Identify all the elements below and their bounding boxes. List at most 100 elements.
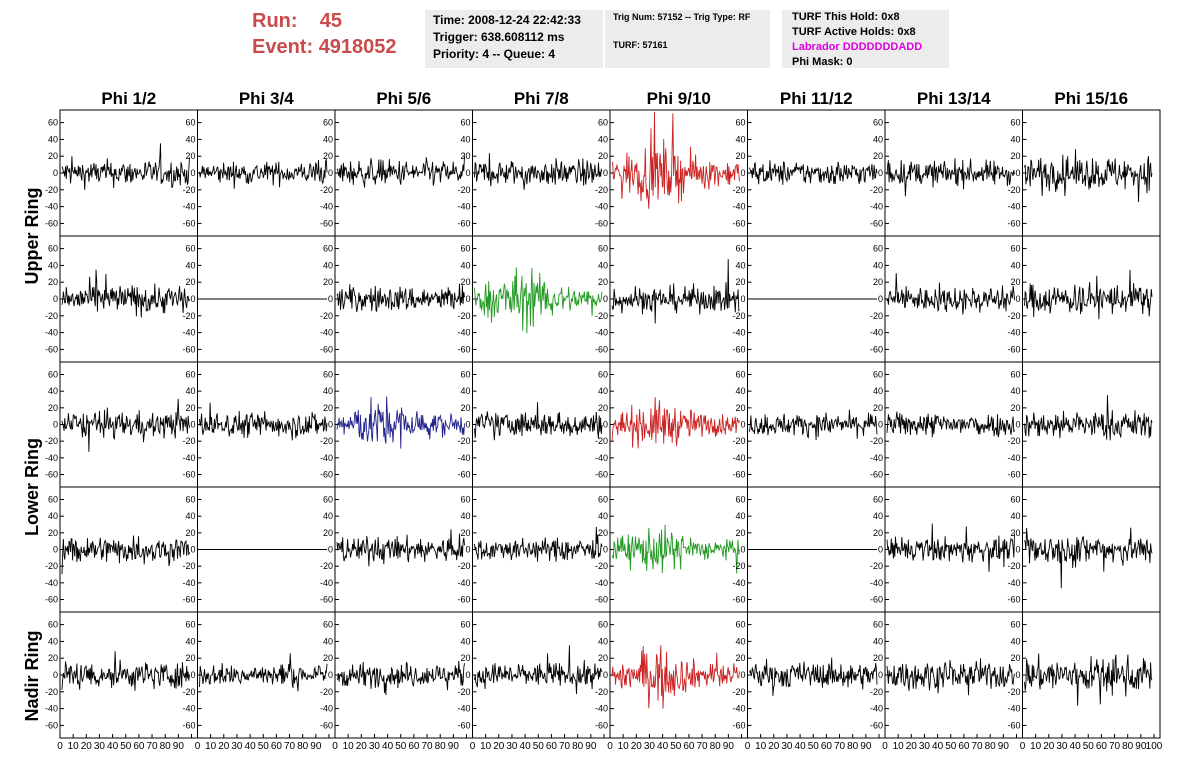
y-tick-label: 60 <box>873 118 883 128</box>
x-tick-label: 40 <box>795 741 807 752</box>
y-tick-label: -40 <box>595 578 608 588</box>
y-tick-label: -40 <box>457 578 470 588</box>
x-tick-label: 0 <box>882 741 888 752</box>
y-tick-label: -20 <box>732 561 745 571</box>
y-tick-label: -60 <box>45 344 58 354</box>
y-tick-label: 60 <box>48 370 58 380</box>
y-tick-label: 60 <box>735 620 745 630</box>
y-tick-label: 40 <box>185 260 195 270</box>
y-tick-label: -40 <box>870 704 883 714</box>
waveform-trace <box>61 269 190 318</box>
y-tick-label: 0 <box>53 294 58 304</box>
ring-label: Lower Ring <box>22 438 42 536</box>
y-tick-label: -40 <box>732 328 745 338</box>
y-tick-label: 20 <box>185 277 195 287</box>
y-tick-label: 60 <box>735 370 745 380</box>
waveform-trace <box>61 651 190 691</box>
y-tick-label: -20 <box>182 185 195 195</box>
y-tick-label: 20 <box>735 151 745 161</box>
y-tick-label: -20 <box>320 185 333 195</box>
y-tick-label: 60 <box>185 495 195 505</box>
y-tick-label: -60 <box>320 218 333 228</box>
y-tick-label: 60 <box>323 495 333 505</box>
y-tick-label: -20 <box>320 561 333 571</box>
x-tick-label: 20 <box>1043 741 1055 752</box>
y-tick-label: 40 <box>185 636 195 646</box>
waveform-trace <box>611 111 740 209</box>
waveform-trace <box>336 155 465 188</box>
y-tick-label: -60 <box>1007 470 1020 480</box>
y-tick-label: 20 <box>185 528 195 538</box>
y-tick-label: -40 <box>457 328 470 338</box>
y-tick-label: 20 <box>460 528 470 538</box>
x-tick-label: 90 <box>860 741 872 752</box>
waveform-trace <box>336 529 465 567</box>
y-tick-label: 20 <box>460 403 470 413</box>
x-tick-label: 40 <box>657 741 669 752</box>
y-tick-label: 20 <box>48 403 58 413</box>
x-tick-label: 50 <box>1083 741 1095 752</box>
x-tick-label: 30 <box>231 741 243 752</box>
y-tick-label: -20 <box>870 185 883 195</box>
y-tick-label: -60 <box>870 720 883 730</box>
y-tick-label: -40 <box>320 202 333 212</box>
x-tick-label: 60 <box>271 741 283 752</box>
x-tick-label: 70 <box>146 741 158 752</box>
y-tick-label: 0 <box>603 545 608 555</box>
y-tick-label: 40 <box>323 636 333 646</box>
y-tick-label: 40 <box>460 636 470 646</box>
y-tick-label: 20 <box>598 277 608 287</box>
waveform-trace <box>886 658 1015 696</box>
y-tick-label: -20 <box>182 436 195 446</box>
y-tick-label: 0 <box>740 420 745 430</box>
x-tick-label: 100 <box>1146 741 1163 752</box>
y-tick-label: 60 <box>323 370 333 380</box>
x-tick-label: 30 <box>369 741 381 752</box>
y-tick-label: 60 <box>735 495 745 505</box>
y-tick-label: -40 <box>1007 328 1020 338</box>
y-tick-label: 20 <box>323 277 333 287</box>
y-tick-label: -60 <box>182 720 195 730</box>
y-tick-label: -20 <box>595 561 608 571</box>
waveform-trace <box>336 660 465 696</box>
y-tick-label: 0 <box>190 545 195 555</box>
column-title: Phi 13/14 <box>917 89 991 108</box>
y-tick-label: 40 <box>873 636 883 646</box>
y-tick-label: 0 <box>1015 294 1020 304</box>
y-tick-label: 20 <box>873 403 883 413</box>
y-tick-label: 40 <box>1010 511 1020 521</box>
waveform-trace <box>336 283 465 313</box>
x-tick-label: 70 <box>284 741 296 752</box>
y-tick-label: -40 <box>595 328 608 338</box>
y-tick-label: -20 <box>45 687 58 697</box>
y-tick-label: -40 <box>457 202 470 212</box>
waveform-trace <box>886 273 1015 315</box>
y-tick-label: 20 <box>735 528 745 538</box>
y-tick-label: 40 <box>1010 636 1020 646</box>
waveform-trace <box>1024 527 1153 589</box>
y-tick-label: 40 <box>598 134 608 144</box>
y-tick-label: -60 <box>182 595 195 605</box>
x-tick-label: 90 <box>448 741 460 752</box>
x-tick-label: 10 <box>618 741 630 752</box>
y-tick-label: 0 <box>878 545 883 555</box>
x-tick-label: 70 <box>421 741 433 752</box>
waveform-trace <box>474 267 603 334</box>
waveform-trace <box>886 411 1015 438</box>
x-tick-label: 40 <box>1070 741 1082 752</box>
y-tick-label: 20 <box>598 653 608 663</box>
x-tick-label: 60 <box>133 741 145 752</box>
y-tick-label: -20 <box>457 687 470 697</box>
event-label: Event: <box>252 36 314 58</box>
waveform-trace <box>474 526 603 562</box>
y-tick-label: -40 <box>870 328 883 338</box>
y-tick-label: -40 <box>1007 578 1020 588</box>
y-tick-label: -20 <box>595 436 608 446</box>
x-tick-label: 90 <box>310 741 322 752</box>
y-tick-label: 20 <box>1010 277 1020 287</box>
y-tick-label: -20 <box>870 436 883 446</box>
y-tick-label: -20 <box>1007 185 1020 195</box>
y-tick-label: -60 <box>870 218 883 228</box>
y-tick-label: 60 <box>873 244 883 254</box>
y-tick-label: -60 <box>182 344 195 354</box>
